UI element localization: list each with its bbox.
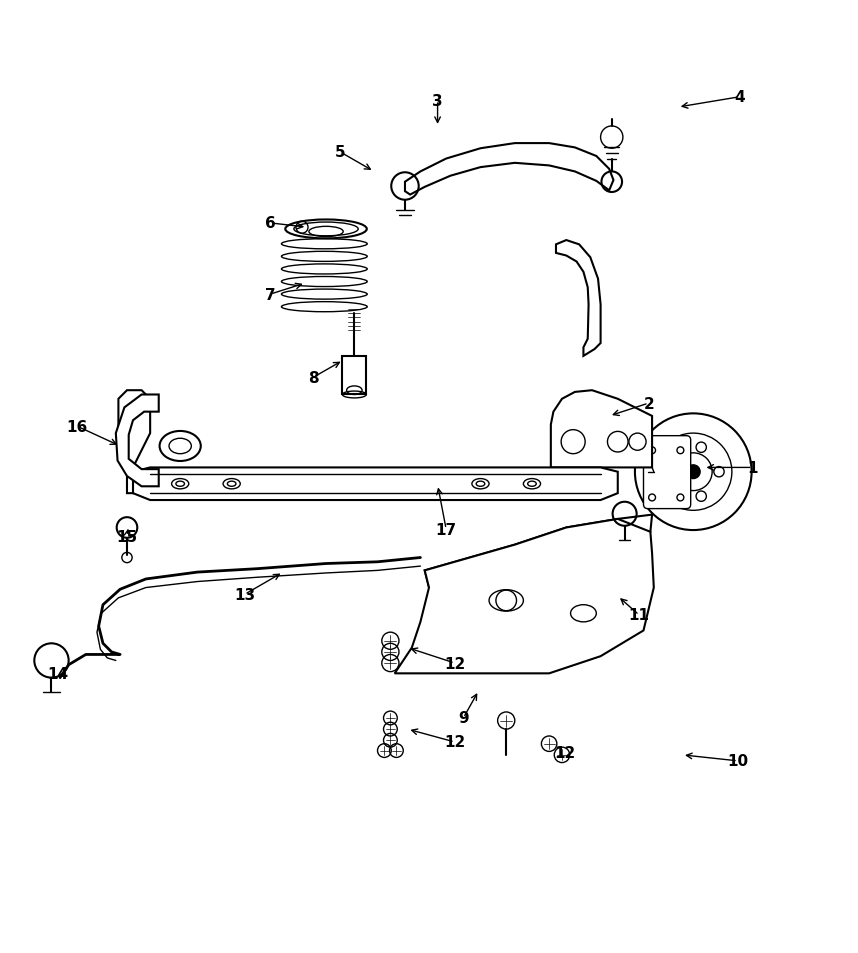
Text: 15: 15	[117, 529, 137, 544]
Text: 4: 4	[734, 91, 745, 105]
Text: 13: 13	[234, 587, 255, 602]
Polygon shape	[133, 468, 618, 500]
Text: 17: 17	[436, 522, 456, 537]
Text: 6: 6	[265, 216, 275, 232]
Text: 2: 2	[644, 396, 654, 411]
Text: 9: 9	[458, 711, 468, 725]
Polygon shape	[116, 395, 159, 487]
Polygon shape	[405, 144, 613, 195]
Polygon shape	[395, 519, 654, 674]
Text: 5: 5	[335, 145, 345, 160]
Text: 11: 11	[629, 608, 650, 623]
Text: 12: 12	[444, 735, 465, 750]
Bar	[342, 356, 366, 395]
Text: 1: 1	[747, 460, 758, 476]
Polygon shape	[425, 515, 652, 588]
Text: 12: 12	[554, 745, 575, 760]
Text: 7: 7	[265, 287, 275, 302]
FancyBboxPatch shape	[644, 436, 691, 509]
Text: 8: 8	[308, 371, 318, 385]
Text: 10: 10	[728, 754, 748, 768]
Text: 16: 16	[67, 419, 88, 435]
Text: 3: 3	[432, 93, 443, 109]
Polygon shape	[118, 391, 150, 494]
Polygon shape	[556, 241, 601, 356]
Circle shape	[686, 465, 700, 479]
Text: 12: 12	[444, 656, 465, 671]
Polygon shape	[551, 391, 652, 468]
Text: 14: 14	[48, 666, 69, 681]
